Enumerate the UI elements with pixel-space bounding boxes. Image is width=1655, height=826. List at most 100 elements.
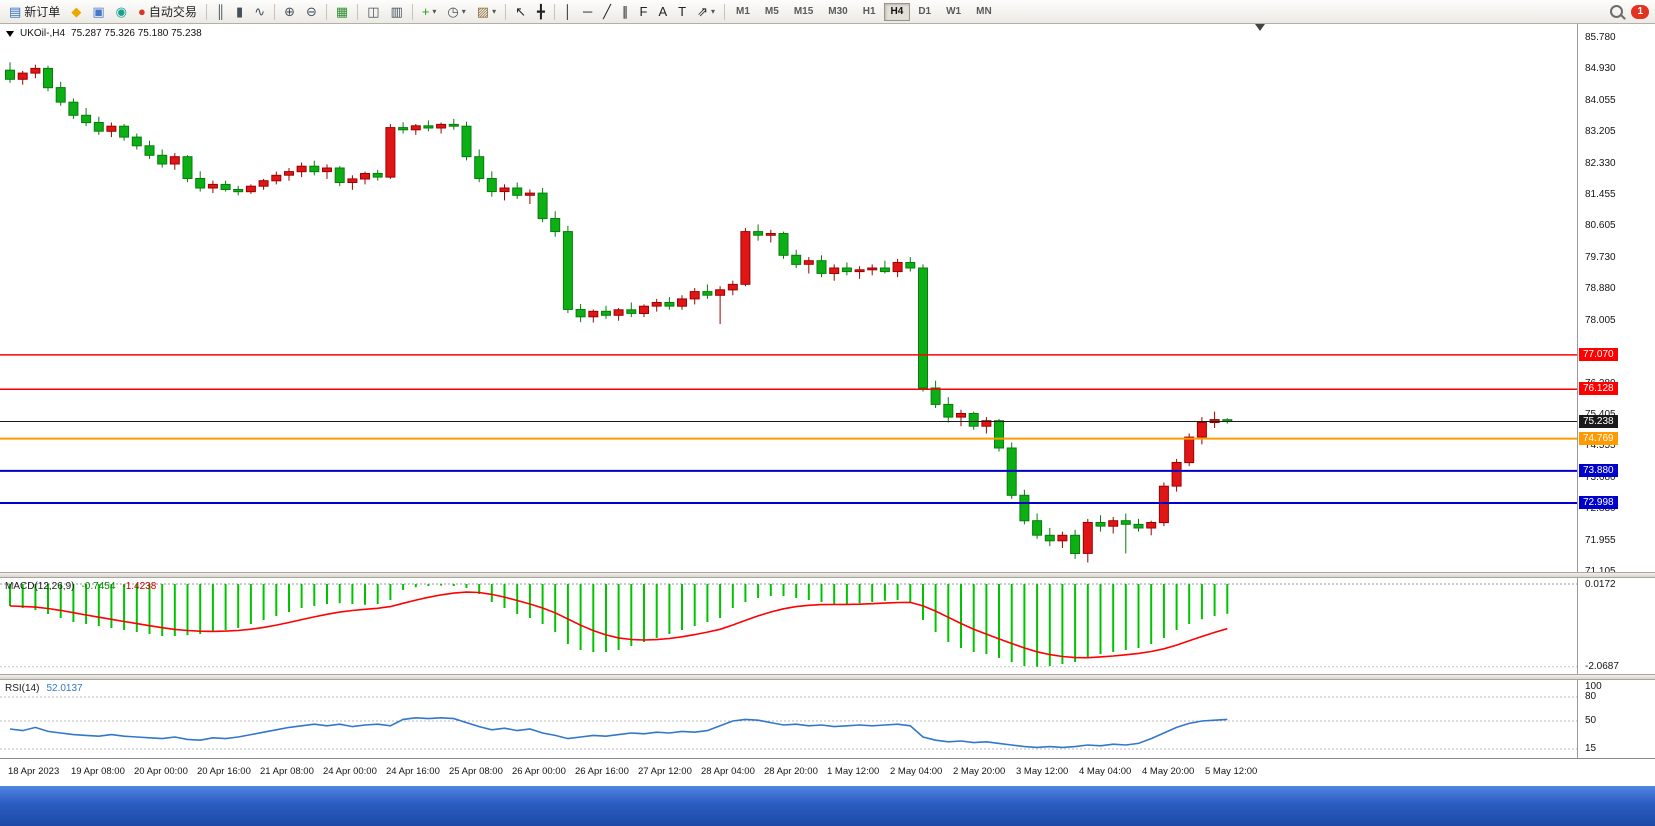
time-axis-label: 20 Apr 00:00 <box>134 766 188 777</box>
tile-windows-icon: ◫ <box>367 4 380 19</box>
fibonacci-button[interactable]: F <box>635 2 653 22</box>
timeframe-h4-button[interactable]: H4 <box>883 2 911 21</box>
metaeditor-button[interactable]: ◆ <box>66 2 86 22</box>
time-axis-label: 24 Apr 16:00 <box>386 766 440 777</box>
price-axis-tick: 74.555 <box>1585 440 1616 451</box>
toolbar-separator <box>274 3 276 20</box>
rsi-panel[interactable]: RSI(14) 52.0137 <box>0 680 1577 758</box>
metaeditor-icon: ◆ <box>71 4 82 19</box>
macd-title: MACD(12,26,9) <box>5 581 75 592</box>
grid-button[interactable]: ▦ <box>331 2 353 22</box>
price-axis-tick: 85.780 <box>1585 32 1616 43</box>
price-axis-tick: 71.955 <box>1585 535 1616 546</box>
time-axis-label: 18 Apr 2023 <box>8 766 60 777</box>
rsi-axis-tick: 100 <box>1585 681 1602 692</box>
templates-icon: ▨ <box>476 4 490 19</box>
trendline-button[interactable]: ╱ <box>598 2 616 22</box>
cursor-button[interactable]: ↖ <box>510 2 531 22</box>
line-chart-mode-button[interactable]: ∿ <box>249 2 270 22</box>
timeframe-m5-button[interactable]: M5 <box>758 3 786 21</box>
macd-axis-tick: 0.0172 <box>1585 579 1616 590</box>
rsi-axis-tick: 80 <box>1585 691 1597 702</box>
horizontal-line-button[interactable]: ─ <box>578 2 597 22</box>
vertical-line-icon: │ <box>563 4 572 19</box>
tile-windows-button[interactable]: ◫ <box>362 2 384 22</box>
new-order-button[interactable]: ▤ 新订单 <box>4 2 65 22</box>
zoom-out-icon: ⊖ <box>306 4 317 19</box>
price-axis-tick: 82.330 <box>1585 158 1616 169</box>
text-button[interactable]: A <box>653 2 672 22</box>
templates-button[interactable]: ▨ ▾ <box>472 2 501 22</box>
time-axis-label: 20 Apr 16:00 <box>197 766 251 777</box>
time-axis[interactable]: 18 Apr 2023 19 Apr 08:00 20 Apr 00:00 20 Ap… <box>0 758 1655 786</box>
fibonacci-icon: F <box>639 4 648 19</box>
trendline-icon: ╱ <box>603 4 611 19</box>
periods-icon: ◷ <box>447 4 459 19</box>
timeframe-m1-button[interactable]: M1 <box>729 3 757 21</box>
price-label: 72.998 <box>1579 496 1618 509</box>
timeframe-mn-button[interactable]: MN <box>969 3 999 21</box>
time-axis-label: 26 Apr 00:00 <box>512 766 566 777</box>
indicators-button[interactable]: + ▾ <box>417 2 442 22</box>
price-label: 74.769 <box>1579 432 1618 445</box>
bar-chart-mode-icon: ║ <box>215 4 226 19</box>
channel-button[interactable]: ∥ <box>617 2 634 22</box>
price-axis-tick: 80.605 <box>1585 220 1616 231</box>
profile-icon: ▣ <box>92 4 105 19</box>
candlestick-chart <box>0 62 1577 563</box>
toolbar-separator <box>553 3 555 20</box>
macd-chart <box>0 583 1577 668</box>
chevron-down-icon: ▾ <box>492 7 497 16</box>
periods-button[interactable]: ◷ ▾ <box>442 2 470 22</box>
line-chart-mode-icon: ∿ <box>254 4 266 19</box>
autotrading-label: 自动交易 <box>148 5 197 19</box>
profile-button[interactable]: ▣ <box>87 2 109 22</box>
bar-chart-mode-button[interactable]: ║ <box>211 2 230 22</box>
candlestick-mode-button[interactable]: ▮ <box>231 2 248 22</box>
rsi-title: RSI(14) <box>5 683 40 694</box>
search-icon[interactable] <box>1610 5 1624 18</box>
zoom-in-button[interactable]: ⊕ <box>279 2 300 22</box>
chevron-down-icon: ▾ <box>461 7 466 16</box>
notification-badge[interactable]: 1 <box>1631 4 1649 19</box>
chart-shift-marker[interactable] <box>1255 24 1265 31</box>
price-axis-tick: 84.930 <box>1585 63 1616 74</box>
cascade-windows-button[interactable]: ▥ <box>386 2 408 22</box>
horizontal-line-icon: ─ <box>582 4 593 19</box>
timeframe-m30-button[interactable]: M30 <box>821 3 854 21</box>
price-axis[interactable]: 85.780 84.930 84.055 83.205 82.330 81.455 80.6… <box>1577 24 1655 758</box>
chevron-down-icon: ▾ <box>710 7 715 16</box>
community-icon: ◉ <box>115 4 127 19</box>
vertical-line-button[interactable]: │ <box>559 2 577 22</box>
macd-header: MACD(12,26,9) -0.7454 -1.4238 <box>5 581 156 592</box>
macd-panel[interactable]: MACD(12,26,9) -0.7454 -1.4238 <box>0 578 1577 674</box>
timeframe-w1-button[interactable]: W1 <box>939 3 968 21</box>
panel-separator[interactable] <box>0 674 1655 680</box>
main-chart-panel[interactable]: UKOil-,H4 75.287 75.326 75.180 75.238 <box>0 24 1577 572</box>
zoom-out-button[interactable]: ⊖ <box>301 2 322 22</box>
panel-separator[interactable] <box>0 572 1655 578</box>
crosshair-button[interactable]: ╋ <box>532 2 550 22</box>
autotrading-button[interactable]: ● 自动交易 <box>133 2 202 22</box>
rsi-value: 52.0137 <box>46 683 83 694</box>
autotrading-icon: ● <box>137 4 146 19</box>
timeframe-m15-button[interactable]: M15 <box>787 3 820 21</box>
time-axis-label: 1 May 12:00 <box>827 766 880 777</box>
time-axis-label: 26 Apr 16:00 <box>575 766 629 777</box>
timeframe-h1-button[interactable]: H1 <box>856 3 883 21</box>
symbol-header: UKOil-,H4 75.287 75.326 75.180 75.238 <box>6 28 202 39</box>
community-button[interactable]: ◉ <box>111 2 132 22</box>
rsi-line <box>9 716 1228 749</box>
timeframe-d1-button[interactable]: D1 <box>911 3 938 21</box>
symbol-name: UKOil-,H4 <box>20 28 66 39</box>
arrows-button[interactable]: ⇗ ▾ <box>692 2 720 22</box>
time-axis-label: 21 Apr 08:00 <box>260 766 314 777</box>
price-label: 73.880 <box>1579 464 1618 477</box>
time-axis-label: 2 May 04:00 <box>890 766 943 777</box>
toolbar-separator <box>325 3 327 20</box>
rsi-axis-tick: 50 <box>1585 715 1597 726</box>
toolbar-separator <box>205 3 207 20</box>
indicators-icon: + <box>421 4 430 19</box>
text-label-button[interactable]: T <box>673 2 691 22</box>
price-axis-tick: 84.055 <box>1585 95 1616 106</box>
